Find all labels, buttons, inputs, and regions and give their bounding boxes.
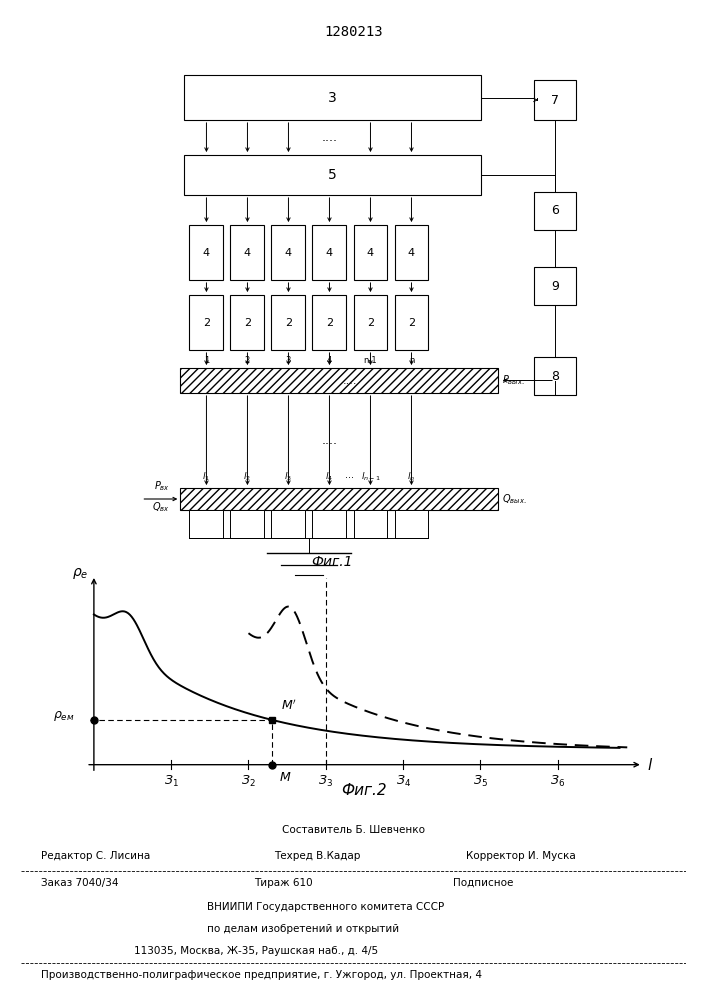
- Bar: [180, 488, 498, 510]
- Text: ....: ....: [322, 131, 337, 144]
- Text: 4: 4: [326, 248, 333, 258]
- Text: $З_5$: $З_5$: [473, 774, 488, 789]
- Text: Составитель Б. Шевченко: Составитель Б. Шевченко: [282, 825, 425, 835]
- Text: $Q_{вых.}$: $Q_{вых.}$: [502, 492, 527, 506]
- Text: $З_3$: $З_3$: [318, 774, 333, 789]
- Text: 2: 2: [245, 356, 250, 365]
- Bar: [271, 510, 305, 538]
- Text: $l_3$: $l_3$: [284, 471, 293, 483]
- Bar: [189, 295, 223, 350]
- Text: ВНИИПИ Государственного комитета СССР: ВНИИПИ Государственного комитета СССР: [207, 902, 445, 912]
- Text: 9: 9: [551, 279, 559, 292]
- Text: 2: 2: [285, 318, 292, 328]
- Text: $З_6$: $З_6$: [550, 774, 565, 789]
- Bar: [271, 295, 305, 350]
- Bar: [184, 155, 481, 195]
- Bar: [354, 510, 387, 538]
- Text: 1: 1: [204, 356, 209, 365]
- Bar: [312, 295, 346, 350]
- Text: 5: 5: [328, 168, 337, 182]
- Text: 4: 4: [285, 248, 292, 258]
- Text: 2: 2: [408, 318, 415, 328]
- Text: 4: 4: [203, 248, 210, 258]
- Text: 4: 4: [244, 248, 251, 258]
- Text: Тираж 610: Тираж 610: [254, 878, 312, 888]
- Bar: [271, 225, 305, 280]
- Text: 4: 4: [327, 356, 332, 365]
- Bar: [534, 267, 576, 305]
- Bar: [395, 510, 428, 538]
- Text: $M$: $M$: [279, 771, 292, 784]
- Text: $l_2$: $l_2$: [243, 471, 252, 483]
- Text: Редактор С. Лисина: Редактор С. Лисина: [41, 851, 151, 861]
- Text: 2: 2: [244, 318, 251, 328]
- Bar: [184, 75, 481, 120]
- Text: $З_1$: $З_1$: [164, 774, 179, 789]
- Text: 113035, Москва, Ж-35, Раушская наб., д. 4/5: 113035, Москва, Ж-35, Раушская наб., д. …: [134, 946, 378, 956]
- Text: $l_{n-1}$: $l_{n-1}$: [361, 471, 380, 483]
- Text: 8: 8: [551, 369, 559, 382]
- Text: Подписное: Подписное: [453, 878, 513, 888]
- Text: n: n: [409, 356, 414, 365]
- Text: ....: ....: [343, 376, 357, 386]
- Text: Производственно-полиграфическое предприятие, г. Ужгород, ул. Проектная, 4: Производственно-полиграфическое предприя…: [41, 970, 482, 980]
- Text: n-1: n-1: [363, 356, 378, 365]
- Text: $\rho_{ем}$: $\rho_{ем}$: [53, 709, 74, 723]
- Text: по делам изобретений и открытий: по делам изобретений и открытий: [207, 924, 399, 934]
- Text: $l$: $l$: [647, 757, 653, 773]
- Bar: [189, 510, 223, 538]
- Text: $l_n$: $l_n$: [407, 471, 416, 483]
- Text: Техред В.Кадар: Техред В.Кадар: [274, 851, 360, 861]
- Bar: [534, 192, 576, 230]
- Text: Корректор И. Муска: Корректор И. Муска: [467, 851, 576, 861]
- Text: 4: 4: [408, 248, 415, 258]
- Text: ...: ...: [346, 470, 354, 480]
- Bar: [312, 225, 346, 280]
- Text: $M'$: $M'$: [281, 699, 297, 713]
- Bar: [534, 357, 576, 395]
- Text: 1280213: 1280213: [325, 25, 382, 39]
- Text: $P_{вх}$: $P_{вх}$: [153, 479, 170, 493]
- Text: $З_2$: $З_2$: [241, 774, 256, 789]
- Bar: [180, 368, 498, 393]
- Text: 2: 2: [203, 318, 210, 328]
- Bar: [395, 295, 428, 350]
- Text: $З_4$: $З_4$: [396, 774, 411, 789]
- Text: 6: 6: [551, 205, 559, 218]
- Bar: [230, 225, 264, 280]
- Bar: [312, 510, 346, 538]
- Text: 2: 2: [367, 318, 374, 328]
- Bar: [534, 80, 576, 120]
- Text: 7: 7: [551, 94, 559, 106]
- Text: $Q_{вх}$: $Q_{вх}$: [152, 500, 170, 514]
- Bar: [230, 510, 264, 538]
- Text: $\rho_e$: $\rho_e$: [72, 566, 88, 581]
- Text: Фиг.2: Фиг.2: [341, 783, 387, 798]
- Bar: [354, 295, 387, 350]
- Text: $l_4$: $l_4$: [325, 471, 334, 483]
- Bar: [395, 225, 428, 280]
- Bar: [230, 295, 264, 350]
- Text: Фиг.1: Фиг.1: [312, 555, 353, 569]
- Text: 3: 3: [328, 91, 337, 104]
- Text: Заказ 7040/34: Заказ 7040/34: [41, 878, 119, 888]
- Bar: [354, 225, 387, 280]
- Text: $l_1$: $l_1$: [202, 471, 211, 483]
- Bar: [189, 225, 223, 280]
- Text: 2: 2: [326, 318, 333, 328]
- Text: 4: 4: [367, 248, 374, 258]
- Text: ....: ....: [322, 434, 337, 447]
- Text: $P_{вых.}$: $P_{вых.}$: [502, 374, 525, 387]
- Text: 3: 3: [286, 356, 291, 365]
